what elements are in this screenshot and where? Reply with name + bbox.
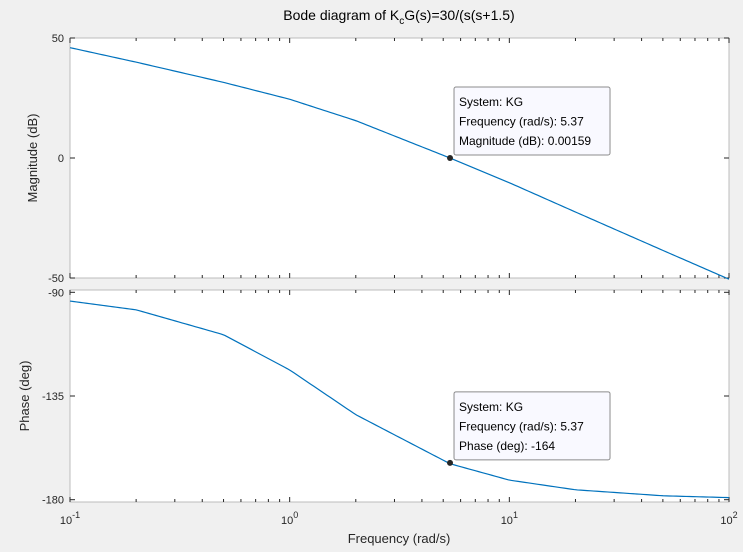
magnitude-axes-box [69,37,730,279]
magnitude-datatip-box [453,86,611,156]
phase-series-line[interactable] [69,300,730,499]
magnitude-datatip-line: System: KG [459,95,523,109]
figure-title: Bode diagram of KcG(s)=30/(s(s+1.5) [283,7,514,27]
magnitude-datatip[interactable]: System: KG Frequency (rad/s): 5.37 Magnitu… [447,86,611,161]
magnitude-ylabel: Magnitude (dB) [25,114,40,203]
x-tick-label: 101 [501,510,518,527]
phase-ytick-label: -180 [42,495,64,507]
phase-datatip-marker[interactable] [447,459,454,466]
phase-ytick-label: -135 [42,391,64,403]
phase-datatip-box [453,391,611,461]
x-axis-label: Frequency (rad/s) [348,531,451,546]
x-tick-label: 100 [281,510,298,527]
x-tick-label: 10-1 [60,510,80,527]
phase-axes-box [69,289,730,503]
magnitude-ytick-label: 50 [52,33,64,45]
phase-ytick-label: -90 [48,287,64,299]
magnitude-ytick-label: 0 [58,153,64,165]
phase-datatip-line: Phase (deg): -164 [459,439,555,453]
phase-ylabel: Phase (deg) [17,361,32,432]
phase-datatip-line: System: KG [459,400,523,414]
magnitude-series-line[interactable] [69,47,730,280]
magnitude-ytick-label: -50 [48,273,64,285]
phase-datatip[interactable]: System: KG Frequency (rad/s): 5.37 Phase (… [447,391,611,466]
phase-plot[interactable]: -90 -135 -180 Phase (deg) System: KG Freque… [17,287,738,527]
magnitude-datatip-line: Frequency (rad/s): 5.37 [459,114,584,128]
phase-datatip-line: Frequency (rad/s): 5.37 [459,419,584,433]
magnitude-datatip-line: Magnitude (dB): 0.00159 [459,134,591,148]
magnitude-datatip-marker[interactable] [447,154,454,161]
x-tick-label: 102 [720,510,737,527]
magnitude-plot[interactable]: 50 0 -50 Magnitude (dB) System: KG Frequenc… [25,33,730,285]
